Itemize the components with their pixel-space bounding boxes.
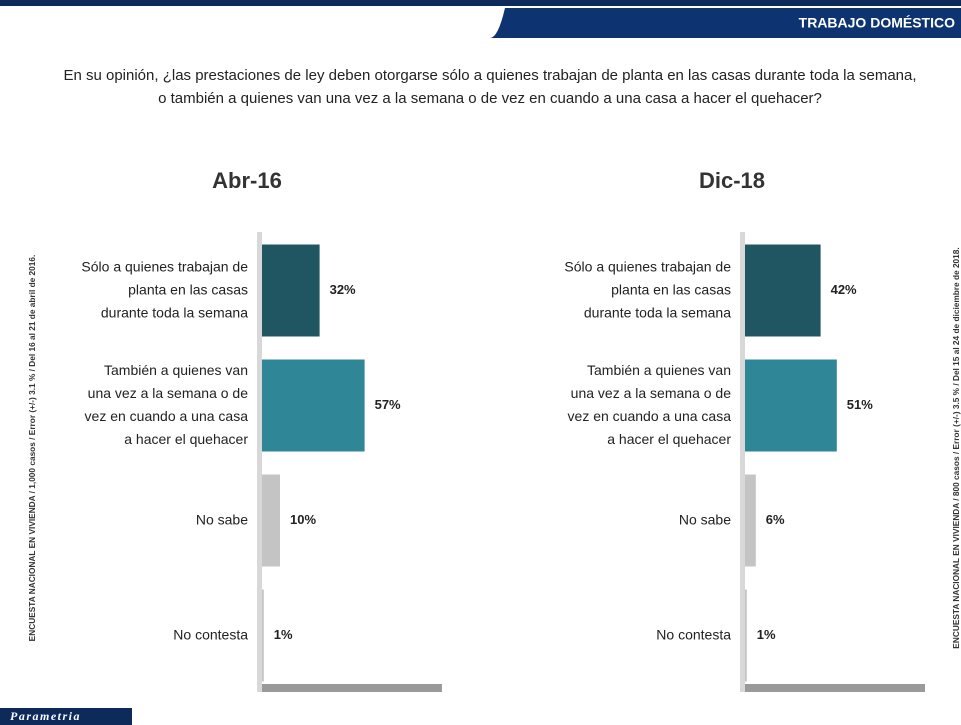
chart-title: Dic-18	[699, 168, 765, 193]
value-label: 6%	[766, 512, 785, 527]
bar	[262, 474, 280, 567]
value-label: 42%	[831, 282, 857, 297]
bar	[262, 589, 264, 682]
floor	[262, 684, 442, 692]
category-label: No contesta	[656, 626, 731, 642]
axis-line	[257, 232, 262, 692]
category-label: No sabe	[679, 511, 731, 527]
value-label: 1%	[274, 627, 293, 642]
logo-box	[0, 708, 132, 725]
value-label: 51%	[847, 397, 873, 412]
header-bar	[490, 8, 961, 38]
top-band	[0, 0, 961, 6]
category-label: Sólo a quienes trabajan de planta en las …	[564, 258, 731, 320]
bar	[745, 589, 747, 682]
survey-note: ENCUESTA NACIONAL EN VIVIENDA / 800 caso…	[951, 247, 961, 648]
category-label: También a quienes van una vez a la semana…	[85, 362, 249, 447]
logo: Parametria	[10, 709, 81, 723]
bar	[745, 359, 837, 452]
bar	[745, 244, 821, 337]
axis-line	[740, 232, 745, 692]
bar	[262, 359, 365, 452]
category-label: No sabe	[196, 511, 248, 527]
chart-title: Abr-16	[212, 168, 282, 193]
bar	[745, 474, 756, 567]
question: En su opinión, ¿las prestaciones de ley …	[63, 67, 917, 107]
floor	[745, 684, 925, 692]
header-title: TRABAJO DOMÉSTICO	[799, 15, 955, 31]
category-label: También a quienes van una vez a la semana…	[568, 362, 732, 447]
category-label: Sólo a quienes trabajan de planta en las …	[81, 258, 248, 320]
category-label: No contesta	[173, 626, 248, 642]
value-label: 1%	[757, 627, 776, 642]
value-label: 10%	[290, 512, 316, 527]
value-label: 32%	[330, 282, 356, 297]
survey-note: ENCUESTA NACIONAL EN VIVIENDA / 1,000 ca…	[27, 255, 37, 642]
value-label: 57%	[375, 397, 401, 412]
bar	[262, 244, 320, 337]
